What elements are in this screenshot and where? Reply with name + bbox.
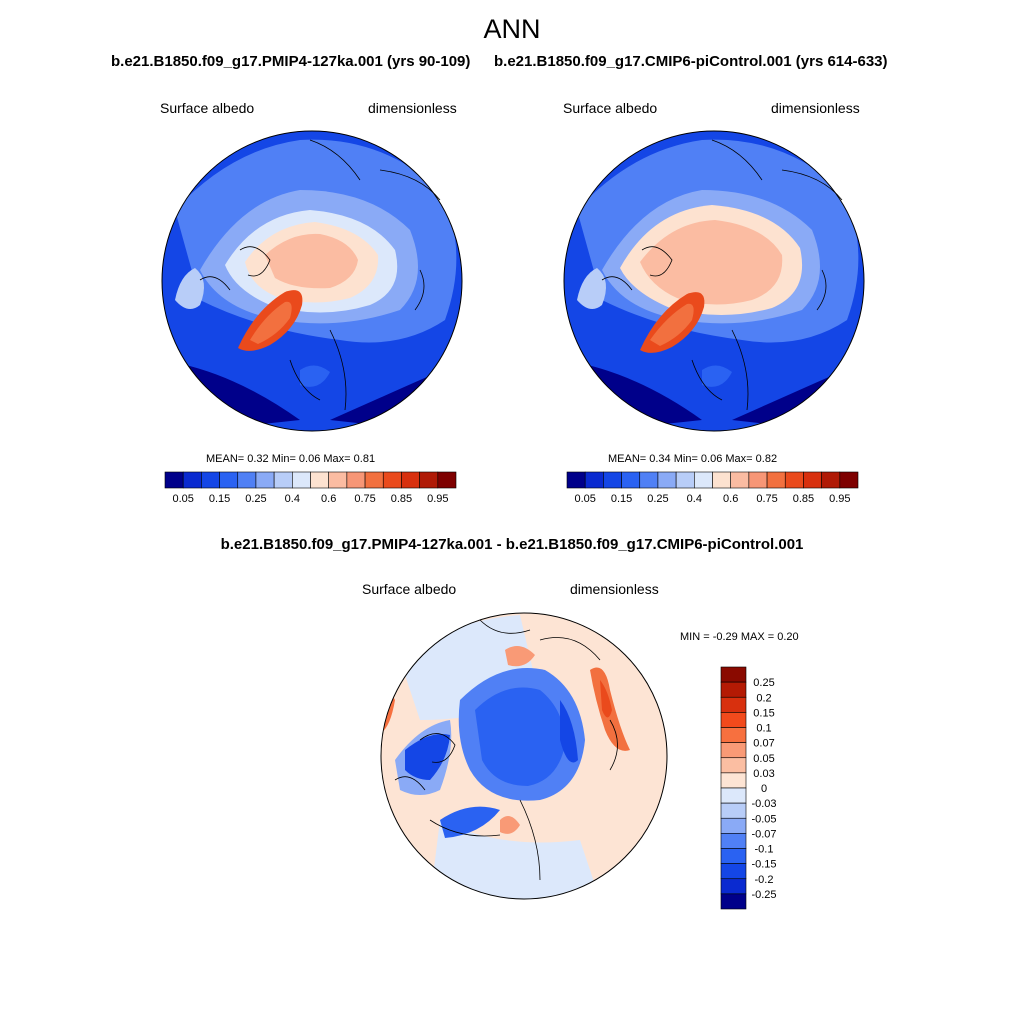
colorbar-swatch — [766, 471, 786, 489]
colorbar-swatch — [584, 471, 604, 489]
colorbar-swatch — [201, 471, 220, 489]
diff-units-label: dimensionless — [570, 581, 659, 597]
colorbar-swatch — [720, 696, 747, 713]
colorbar-swatch — [219, 471, 239, 489]
colorbar-tick-label: -0.07 — [751, 828, 776, 840]
colorbar-tick-label: 0.15 — [753, 707, 774, 719]
colorbar-swatch — [720, 757, 747, 774]
left-units-label: dimensionless — [368, 100, 457, 116]
colorbar-tick-label: 0.25 — [753, 677, 774, 689]
colorbar-swatch — [566, 471, 586, 489]
colorbar-swatch — [364, 471, 384, 489]
colorbar-swatch — [720, 787, 747, 804]
colorbar-swatch — [328, 471, 348, 489]
colorbar-tick-label: 0.03 — [753, 768, 774, 780]
colorbar-swatch — [603, 471, 622, 489]
right-variable-label: Surface albedo — [563, 100, 658, 116]
colorbar-tick-label: 0.25 — [245, 493, 266, 505]
colorbar-swatch — [803, 471, 822, 489]
colorbar-swatch — [720, 802, 747, 819]
colorbar-swatch — [720, 878, 747, 895]
colorbar-swatch — [273, 471, 293, 489]
colorbar-tick-label: -0.03 — [751, 798, 776, 810]
colorbar-swatch — [720, 863, 747, 880]
colorbar-swatch — [720, 817, 747, 834]
colorbar-tick-label: 0.6 — [723, 493, 738, 505]
colorbar-tick-label: -0.05 — [751, 813, 776, 825]
colorbar-tick-label: 0.75 — [354, 493, 375, 505]
colorbar-swatch — [821, 471, 841, 489]
colorbar-swatch — [720, 893, 747, 910]
colorbar-swatch — [748, 471, 768, 489]
colorbar-swatch — [839, 471, 859, 489]
left-polar-map — [161, 130, 463, 432]
left-variable-label: Surface albedo — [160, 100, 255, 116]
colorbar-tick-label: 0.15 — [209, 493, 230, 505]
colorbar-swatch — [784, 471, 804, 489]
colorbar-tick-label: 0.95 — [427, 493, 448, 505]
colorbar-tick-label: 0.85 — [391, 493, 412, 505]
colorbar-tick-label: 0.6 — [321, 493, 336, 505]
colorbar-swatch — [720, 666, 747, 683]
colorbar-tick-label: 0.07 — [753, 738, 774, 750]
colorbar-swatch — [310, 471, 329, 489]
colorbar-swatch — [720, 712, 747, 728]
colorbar-swatch — [164, 471, 184, 489]
colorbar-swatch — [382, 471, 402, 489]
left-stats: MEAN= 0.32 Min= 0.06 Max= 0.81 — [206, 453, 376, 465]
colorbar-swatch — [657, 471, 677, 489]
colorbar-tick-label: 0.25 — [647, 493, 668, 505]
colorbar-tick-label: 0.05 — [753, 753, 774, 765]
colorbar-swatch — [720, 681, 747, 698]
colorbar-tick-label: 0 — [761, 783, 767, 795]
figure-title: ANN — [483, 14, 541, 44]
right-panel-title: b.e21.B1850.f09_g17.CMIP6-piControl.001 … — [494, 53, 888, 70]
colorbar-tick-label: 0.2 — [756, 692, 771, 704]
diff-stats: MIN = -0.29 MAX = 0.20 — [680, 631, 799, 643]
diff-polar-map — [380, 612, 668, 900]
colorbar-swatch — [675, 471, 695, 489]
right-polar-map — [563, 130, 865, 432]
left-panel-title: b.e21.B1850.f09_g17.PMIP4-127ka.001 (yrs… — [111, 53, 471, 70]
colorbar-tick-label: -0.15 — [751, 859, 776, 871]
colorbar-swatch — [720, 727, 747, 743]
diff-colorbar: 0.25 0.2 0.15 0.1 0.07 0.05 0.03 0 -0.03 -0.05 -0.… — [720, 666, 777, 910]
colorbar-swatch — [639, 471, 659, 489]
colorbar-tick-label: -0.2 — [755, 874, 774, 886]
colorbar-swatch — [720, 833, 747, 849]
colorbar-swatch — [730, 471, 750, 489]
colorbar-tick-label: 0.05 — [574, 493, 595, 505]
colorbar-tick-label: 0.15 — [611, 493, 632, 505]
colorbar-tick-label: 0.4 — [687, 493, 702, 505]
diff-variable-label: Surface albedo — [362, 581, 457, 597]
colorbar-tick-label: -0.25 — [751, 889, 776, 901]
colorbar-swatch — [720, 742, 747, 759]
colorbar-tick-label: 0.1 — [756, 723, 771, 735]
colorbar-swatch — [694, 471, 713, 489]
colorbar-tick-label: 0.4 — [285, 493, 300, 505]
colorbar-swatch — [182, 471, 202, 489]
colorbar-swatch — [292, 471, 311, 489]
colorbar-swatch — [720, 848, 747, 864]
left-colorbar: 0.05 0.15 0.25 0.4 0.6 0.75 0.85 0.95 — [164, 471, 457, 505]
colorbar-tick-label: 0.05 — [172, 493, 193, 505]
colorbar-tick-label: -0.1 — [755, 844, 774, 856]
right-units-label: dimensionless — [771, 100, 860, 116]
colorbar-swatch — [621, 471, 641, 489]
colorbar-swatch — [437, 471, 457, 489]
colorbar-swatch — [419, 471, 439, 489]
colorbar-swatch — [237, 471, 257, 489]
colorbar-swatch — [720, 772, 747, 789]
right-stats: MEAN= 0.34 Min= 0.06 Max= 0.82 — [608, 453, 778, 465]
diff-panel-title: b.e21.B1850.f09_g17.PMIP4-127ka.001 - b.… — [220, 536, 804, 553]
colorbar-tick-label: 0.95 — [829, 493, 850, 505]
right-colorbar: 0.05 0.15 0.25 0.4 0.6 0.75 0.85 0.95 — [566, 471, 859, 505]
colorbar-swatch — [346, 471, 366, 489]
colorbar-swatch — [712, 471, 731, 489]
colorbar-swatch — [255, 471, 275, 489]
colorbar-tick-label: 0.85 — [793, 493, 814, 505]
colorbar-swatch — [401, 471, 420, 489]
colorbar-tick-label: 0.75 — [756, 493, 777, 505]
